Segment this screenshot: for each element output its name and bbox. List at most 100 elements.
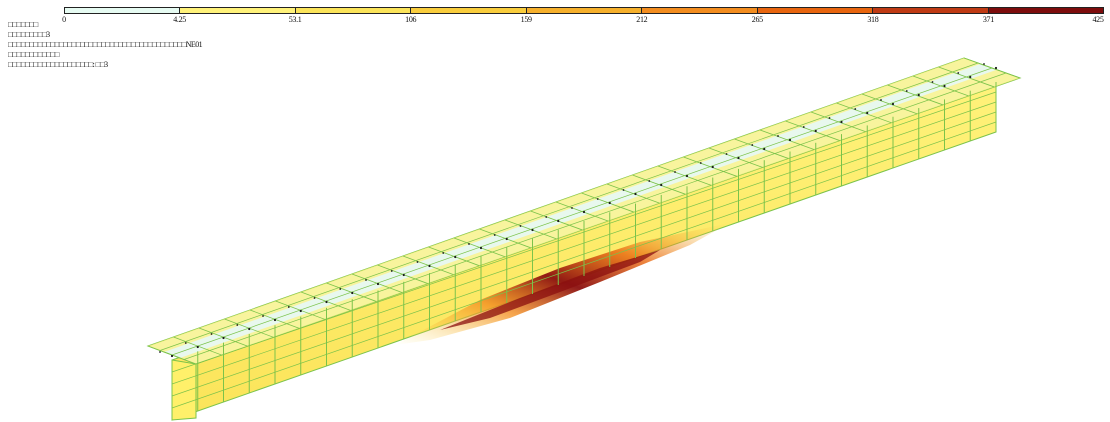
mesh-node: [196, 345, 199, 349]
mesh-node: [634, 192, 637, 196]
mesh-node: [622, 189, 625, 191]
mesh-node: [957, 72, 960, 74]
legend-segment: [65, 8, 181, 13]
legend-tick-label: 4.25: [173, 15, 186, 24]
mesh-node: [596, 198, 599, 200]
mesh-node: [917, 93, 920, 97]
mesh-node: [751, 144, 754, 146]
beam-end-face: [171, 359, 197, 421]
mesh-node: [994, 66, 998, 70]
mesh-node: [582, 210, 586, 214]
legend-segment: [526, 8, 643, 13]
mesh-node: [505, 237, 508, 241]
legend-tick-label: 212: [636, 15, 648, 24]
mesh-node: [339, 288, 342, 290]
mesh-node: [273, 318, 277, 322]
mesh-node: [454, 255, 457, 259]
mesh-node: [737, 156, 740, 160]
mesh-line: [171, 121, 997, 409]
mesh-lines: [147, 57, 1021, 420]
mesh-node: [442, 252, 445, 254]
mesh-node: [170, 354, 174, 358]
flange-tint-band: [180, 70, 1020, 364]
legend-segment: [873, 8, 989, 13]
mesh-node: [571, 207, 573, 209]
mesh-node: [674, 171, 676, 173]
info-line: □□□□□□□□□□□□□□□□□□□□□□□□□□□□□□□□□□□□□□□□…: [8, 40, 203, 49]
mesh-node: [287, 306, 290, 308]
info-line: □□□□□□□□□3: [8, 30, 50, 39]
mesh-node: [814, 129, 817, 133]
mesh-node: [557, 219, 560, 223]
mesh-node: [905, 90, 908, 92]
mesh-node: [531, 228, 534, 232]
mesh-node: [479, 246, 483, 250]
analysis-info-block: □□□□□□□ □□□□□□□□□3 □□□□□□□□□□□□□□□□□□□□□…: [8, 20, 203, 70]
info-line: □□□□□□□□□□□□: [8, 50, 59, 59]
mesh-line: [183, 72, 1007, 360]
mesh-node: [299, 309, 302, 313]
mesh-node: [648, 180, 651, 182]
info-line: □□□□□□□□□□□□□□□□□□□□: □□3: [8, 60, 108, 69]
mesh-node: [376, 282, 380, 286]
mesh-node: [943, 84, 946, 88]
legend-segment: [295, 8, 412, 13]
legend-tick-label: 425: [1092, 15, 1104, 24]
mesh-node: [390, 270, 393, 272]
legend-tick-label: 159: [520, 15, 532, 24]
legend-segment: [757, 8, 874, 13]
mesh-node: [685, 174, 689, 178]
legend-tick-label: 265: [751, 15, 763, 24]
mesh-node: [608, 201, 611, 205]
mesh-node: [777, 135, 779, 137]
legend-segment: [180, 8, 296, 13]
mesh-node: [402, 273, 405, 277]
mesh-node: [983, 63, 985, 65]
legend-tick-labels: 0 4.25 53.1 106 159 212 265 318 371 425: [62, 15, 1104, 27]
mesh-node: [159, 351, 161, 353]
legend-segment: [642, 8, 758, 13]
mesh-node: [788, 138, 792, 142]
mesh-node: [802, 126, 805, 128]
mesh-node: [969, 75, 972, 79]
mesh-node: [891, 102, 895, 106]
mesh-line: [171, 101, 997, 385]
mesh-line: [171, 111, 997, 397]
mesh-node: [428, 264, 431, 268]
mesh-node: [854, 108, 857, 110]
color-legend-bar: [64, 7, 1104, 14]
info-line: □□□□□□□: [8, 20, 38, 29]
legend-tick-label: 371: [982, 15, 994, 24]
mesh-node: [416, 261, 419, 263]
stress-peak-zone: [440, 250, 660, 330]
legend-segment: [411, 8, 527, 13]
mesh-node: [828, 117, 831, 119]
mesh-node: [325, 300, 328, 304]
legend-segment: [988, 8, 1103, 13]
mesh-line: [159, 62, 979, 351]
mesh-node: [763, 147, 766, 151]
mesh-node: [262, 315, 264, 317]
mesh-node: [880, 99, 882, 101]
mesh-line: [171, 67, 993, 356]
mesh-node: [468, 243, 470, 245]
mesh-node: [866, 111, 869, 115]
mesh-node: [840, 120, 843, 124]
legend-tick-label: 318: [867, 15, 879, 24]
mesh-node: [725, 153, 728, 155]
legend-tick-label: 53.1: [288, 15, 302, 24]
mesh-node: [660, 183, 663, 187]
mesh-nodes: [159, 63, 998, 358]
mesh-node: [184, 342, 187, 344]
mesh-node: [351, 291, 354, 295]
mesh-node: [931, 81, 934, 83]
legend-tick-label: 106: [405, 15, 417, 24]
mesh-node: [711, 165, 714, 169]
mesh-node: [519, 225, 522, 227]
mesh-node: [236, 324, 239, 326]
mesh-node: [222, 336, 225, 340]
mesh-line: [171, 91, 997, 373]
mesh-node: [545, 216, 548, 218]
legend-tick-label: 0: [62, 15, 66, 24]
